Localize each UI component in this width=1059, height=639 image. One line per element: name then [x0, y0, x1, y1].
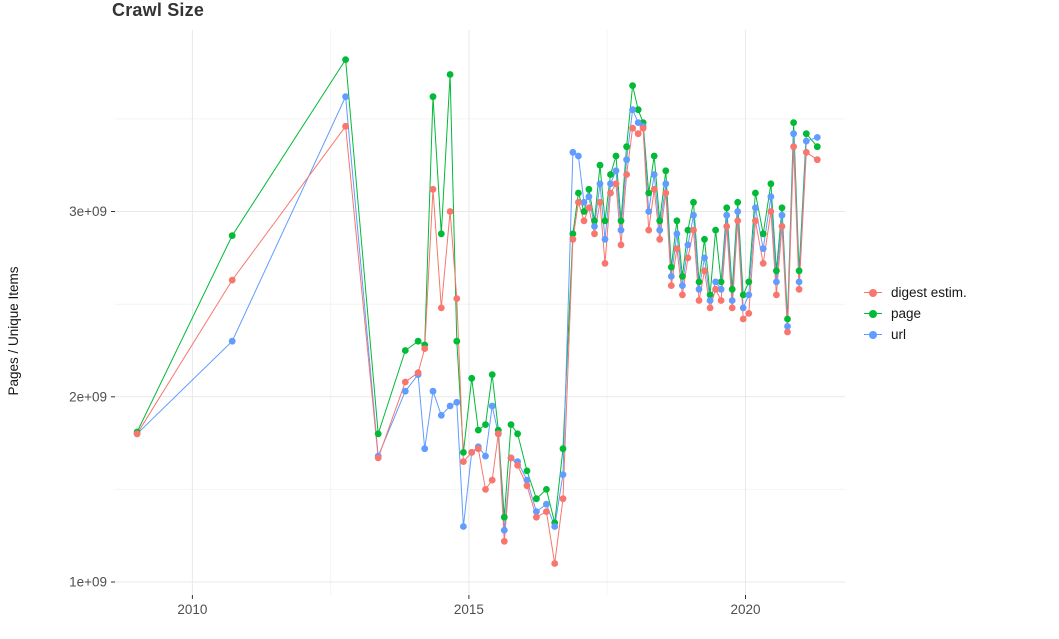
series-points-page — [133, 56, 821, 527]
series-line-page — [136, 58, 818, 523]
series-points-url — [133, 93, 821, 534]
legend-item-page: page — [864, 305, 967, 322]
chart-title: Crawl Size — [112, 0, 205, 20]
y-tick-label: 3e+09 — [69, 204, 107, 219]
series-line-url — [136, 94, 818, 531]
legend-label: url — [891, 327, 907, 342]
gridlines — [115, 30, 845, 595]
x-tick-label: 2015 — [454, 602, 484, 617]
legend-label: page — [891, 306, 922, 321]
series-line-digest-estim — [136, 124, 818, 564]
x-tick-label: 2010 — [177, 602, 207, 617]
legend-key-icon — [864, 307, 882, 321]
legend-item-url: url — [864, 326, 967, 343]
legend-key-icon — [864, 328, 882, 342]
y-tick-label: 2e+09 — [69, 389, 107, 404]
y-axis: 1e+09 2e+09 3e+09 — [69, 204, 115, 590]
legend: digest estim. page url — [864, 284, 967, 343]
legend-label: digest estim. — [891, 285, 967, 300]
y-tick-label: 1e+09 — [69, 575, 107, 590]
x-tick-label: 2020 — [730, 602, 760, 617]
x-axis: 2010 2015 2020 — [177, 595, 761, 617]
legend-item-digest-estim: digest estim. — [864, 284, 967, 301]
legend-key-icon — [864, 286, 882, 300]
series-points-digest-estim — [133, 122, 821, 567]
